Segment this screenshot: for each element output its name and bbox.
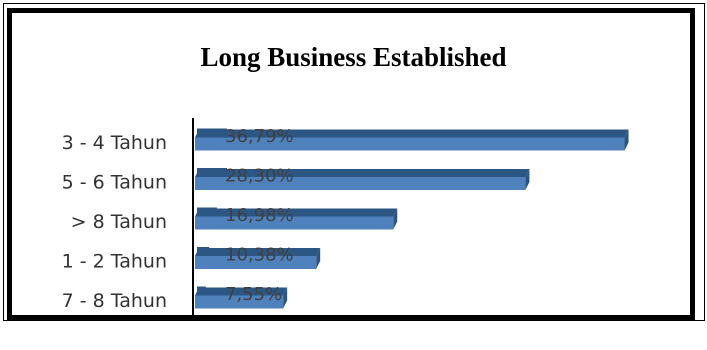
- category-label: 1 - 2 Tahun: [62, 251, 167, 273]
- category-label: 3 - 4 Tahun: [62, 132, 167, 154]
- bar-side-face: [283, 287, 288, 309]
- frame-border-bottom: [7, 315, 695, 320]
- bar: [195, 295, 284, 309]
- data-label: 28,30%: [225, 166, 294, 187]
- bar-side-face: [393, 208, 398, 230]
- bar-top-face: [195, 208, 398, 217]
- chart-title: Long Business Established: [200, 42, 507, 72]
- category-label: > 8 Tahun: [71, 211, 167, 233]
- data-label: 7,55%: [225, 284, 282, 305]
- frame-border-right: [690, 8, 695, 320]
- chart-outer-frame: [3, 3, 705, 321]
- frame-border-top: [7, 8, 695, 13]
- bar-side-face: [316, 248, 321, 269]
- bar-top-face: [195, 129, 629, 138]
- bar-top-face: [195, 248, 321, 256]
- bar-base-block: [197, 128, 227, 138]
- bar-base-block: [197, 168, 227, 177]
- bar: [195, 177, 526, 190]
- frame-border-left: [7, 8, 12, 320]
- data-label: 10,38%: [225, 245, 294, 266]
- bar-base-block: [197, 207, 217, 217]
- bar-top-face: [195, 287, 288, 296]
- bar: [195, 137, 625, 151]
- bar-side-face: [525, 169, 530, 190]
- category-label: 5 - 6 Tahun: [62, 172, 167, 194]
- bar-side-face: [624, 129, 629, 151]
- chart-area: [12, 13, 690, 315]
- bar: [195, 216, 394, 230]
- data-label: 16,98%: [225, 205, 294, 226]
- category-label: 7 - 8 Tahun: [62, 290, 167, 312]
- bar-top-face: [195, 169, 530, 177]
- data-label: 36,79%: [225, 126, 294, 147]
- bar-base-block: [197, 286, 206, 296]
- bar-base-block: [197, 247, 210, 256]
- bar: [195, 256, 317, 269]
